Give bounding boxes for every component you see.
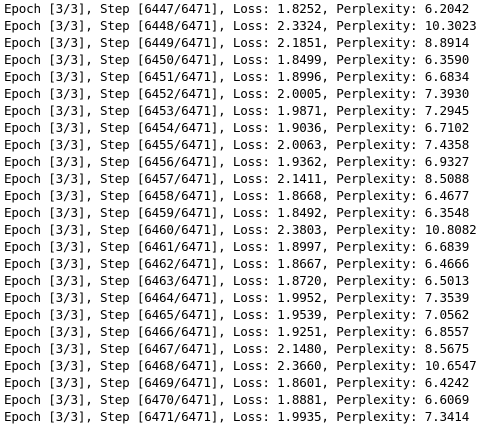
log-line-step-6449: Epoch [3/3], Step [6449/6471], Loss: 2.1… <box>4 35 470 50</box>
log-line-step-6461: Epoch [3/3], Step [6461/6471], Loss: 1.8… <box>4 239 470 254</box>
log-line-step-6460: Epoch [3/3], Step [6460/6471], Loss: 2.3… <box>4 222 477 237</box>
log-line-step-6467: Epoch [3/3], Step [6467/6471], Loss: 2.1… <box>4 341 470 356</box>
log-line-step-6458: Epoch [3/3], Step [6458/6471], Loss: 1.8… <box>4 188 470 203</box>
log-line-step-6447: Epoch [3/3], Step [6447/6471], Loss: 1.8… <box>4 1 470 16</box>
log-line-step-6466: Epoch [3/3], Step [6466/6471], Loss: 1.9… <box>4 324 470 339</box>
log-line-step-6453: Epoch [3/3], Step [6453/6471], Loss: 1.9… <box>4 103 470 118</box>
log-line-step-6463: Epoch [3/3], Step [6463/6471], Loss: 1.8… <box>4 273 470 288</box>
log-line-step-6462: Epoch [3/3], Step [6462/6471], Loss: 1.8… <box>4 256 470 271</box>
log-line-step-6470: Epoch [3/3], Step [6470/6471], Loss: 1.8… <box>4 392 470 407</box>
log-line-step-6457: Epoch [3/3], Step [6457/6471], Loss: 2.1… <box>4 171 470 186</box>
log-line-step-6455: Epoch [3/3], Step [6455/6471], Loss: 2.0… <box>4 137 470 152</box>
log-line-step-6468: Epoch [3/3], Step [6468/6471], Loss: 2.3… <box>4 358 477 373</box>
log-line-step-6456: Epoch [3/3], Step [6456/6471], Loss: 1.9… <box>4 154 470 169</box>
log-line-step-6448: Epoch [3/3], Step [6448/6471], Loss: 2.3… <box>4 18 477 33</box>
log-line-step-6450: Epoch [3/3], Step [6450/6471], Loss: 1.8… <box>4 52 470 67</box>
log-line-step-6452: Epoch [3/3], Step [6452/6471], Loss: 2.0… <box>4 86 470 101</box>
log-line-step-6459: Epoch [3/3], Step [6459/6471], Loss: 1.8… <box>4 205 470 220</box>
log-line-step-6464: Epoch [3/3], Step [6464/6471], Loss: 1.9… <box>4 290 470 305</box>
log-line-step-6469: Epoch [3/3], Step [6469/6471], Loss: 1.8… <box>4 375 470 390</box>
log-line-step-6451: Epoch [3/3], Step [6451/6471], Loss: 1.8… <box>4 69 470 84</box>
log-line-step-6465: Epoch [3/3], Step [6465/6471], Loss: 1.9… <box>4 307 470 322</box>
log-line-step-6454: Epoch [3/3], Step [6454/6471], Loss: 1.9… <box>4 120 470 135</box>
log-line-step-6471: Epoch [3/3], Step [6471/6471], Loss: 1.9… <box>4 409 470 424</box>
